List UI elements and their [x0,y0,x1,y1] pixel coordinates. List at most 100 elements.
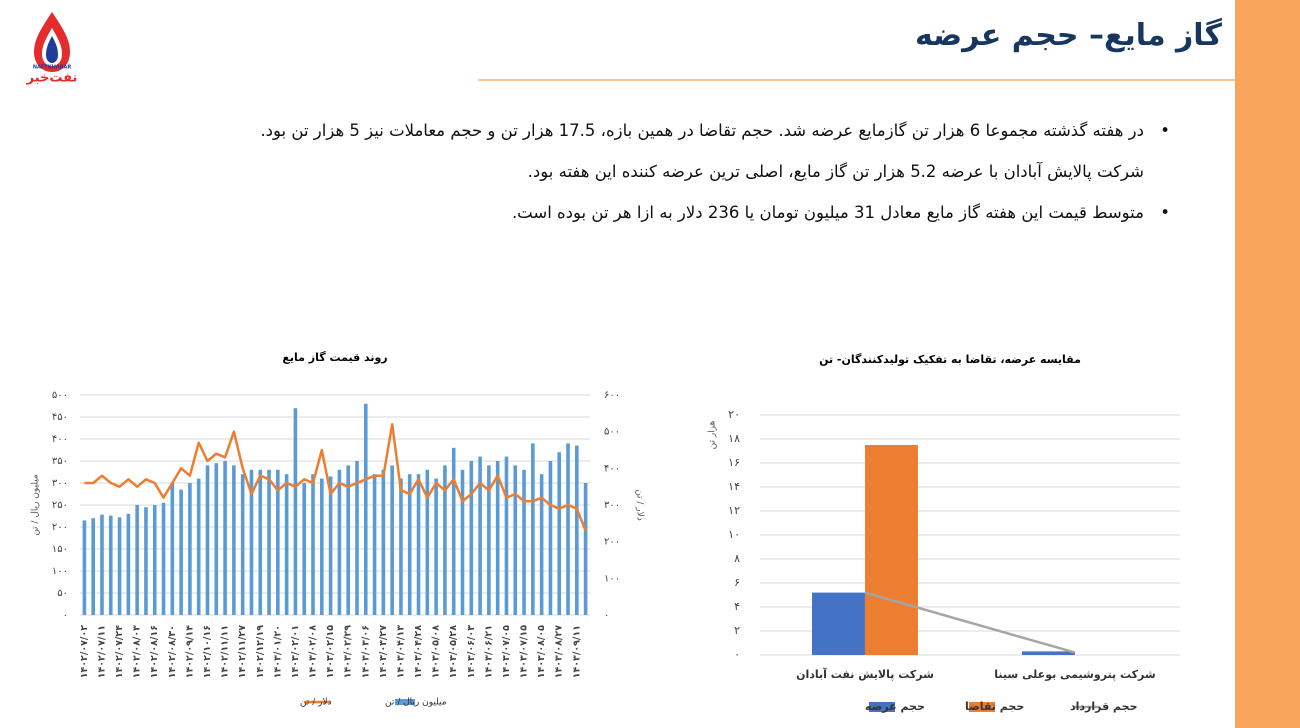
y-tick-label: ۱۰ [728,528,740,541]
x-tick-label: ۱۴۰۲/۱۰/۱۶ [202,625,213,678]
bar [381,469,386,615]
y-tick-label: ۴۵۰ [52,412,68,423]
bar [161,502,166,615]
y-tick-label: ۱۴ [728,480,740,493]
bar [346,465,350,615]
bar [390,465,394,615]
legend-label: میلیون ریال / تن [385,698,447,708]
bar [504,456,509,615]
logo-flame-core [46,36,58,63]
bar [583,483,588,615]
bar [416,474,421,615]
bar [284,474,289,615]
bar [293,408,298,615]
bullet-text: شرکت پالایش آبادان با عرضه 5.2 هزار تن گ… [527,162,1144,181]
x-tick-label: ۱۴۰۲/۰۸/۳۰ [167,625,178,678]
y2-tick-label: ۳۰۰ [604,500,620,511]
x-tick-label: شرکت پالایش نفت آبادان [796,667,934,681]
y2-tick-label: ۲۰۰ [604,537,620,548]
x-tick-label: ۱۴۰۲/۰۹/۱۴ [184,625,195,679]
y-tick-label: ۲۰۰ [52,522,68,533]
bar [135,505,139,615]
bar [522,469,526,615]
x-tick-label: ۱۴۰۳/۰۲/۰۱ [290,625,301,678]
bar [205,465,210,615]
bar [495,461,500,615]
x-tick-label: ۱۴۰۲/۰۷/۲۴ [114,625,125,679]
x-tick-label: ۱۴۰۳/۰۴/۱۳ [395,625,406,679]
y-tick-label: ۸ [734,552,740,565]
bar [108,515,113,615]
bullet-item: • در هفته گذشته مجموعا 6 هزار تن گازمایع … [130,110,1170,151]
y2-tick-label: ۶۰۰ [604,390,620,401]
bar [117,517,122,615]
x-tick-label: ۱۴۰۲/۰۸/۱۶ [149,625,160,678]
y-tick-label: ۱۸ [728,432,740,445]
y-tick-label: ۱۰۰ [52,566,68,577]
x-tick-label: ۱۴۰۳/۰۸/۲۷ [554,625,565,679]
x-tick-label: ۱۴۰۳/۰۱/۲۰ [272,625,283,678]
bullet-mark: • [1160,203,1170,222]
x-tick-label: شرکت پتروشیمی بوعلی سینا [994,668,1155,681]
bar [513,465,518,615]
y-tick-label: ۴ [734,600,740,613]
y-tick-label: ۱۲ [728,504,740,517]
x-tick-label: ۱۴۰۲/۱۱/۲۷ [237,625,248,679]
bullet-item: • متوسط قیمت این هفته گاز مایع معادل 31 م… [130,192,1170,233]
x-tick-label: ۱۴۰۳/۰۲/۲۹ [343,625,354,679]
bar [302,483,307,615]
legend-swatch [395,699,415,705]
bar [434,478,438,615]
x-tick-label: ۱۴۰۳/۰۳/۰۶ [360,625,371,678]
bar [232,465,236,615]
y-tick-label: ۱۵۰ [52,544,68,555]
x-tick-label: ۱۴۰۳/۰۳/۲۷ [378,625,389,679]
side-strip [1235,0,1300,728]
bar [126,513,131,615]
bar [100,514,104,615]
y-tick-label: ۲۰ [728,408,740,421]
bar [575,445,579,615]
bullet-mark: • [1160,121,1170,140]
bar [267,469,271,615]
bar [399,478,403,615]
y-tick-label: ۰ [63,610,68,621]
bar [557,452,562,615]
x-tick-label: ۱۴۰۳/۰۲/۰۸ [308,625,319,679]
bullet-item: شرکت پالایش آبادان با عرضه 5.2 هزار تن گ… [130,151,1170,192]
bar [311,474,315,615]
legend-swatch [869,702,895,712]
y-tick-label: ۲۵۰ [52,500,68,511]
y-tick-label: ۴۰۰ [52,434,68,445]
x-tick-label: ۱۴۰۳/۰۲/۱۵ [325,625,336,679]
bar [566,443,570,615]
line-series [864,591,1076,654]
bar [258,469,263,615]
bar [320,478,324,615]
legend-label: حجم عرضه [865,700,925,713]
bar [152,505,157,615]
x-tick-label: ۱۴۰۲/۱۱/۱۱ [220,625,231,678]
x-tick-label: ۱۴۰۲/۰۷/۰۲ [79,625,90,679]
bullet-text: متوسط قیمت این هفته گاز مایع معادل 31 می… [511,203,1144,222]
y-tick-label: ۵۰۰ [52,390,68,401]
y2-tick-label: ۵۰۰ [604,427,620,438]
x-tick-label: ۱۴۰۲/۰۷/۱۱ [96,625,107,678]
bar [1022,651,1075,655]
legend-label: حجم تقاضا [965,700,1024,713]
x-tick-label: ۱۴۰۳/۰۴/۲۸ [413,625,424,679]
x-tick-label: ۱۴۰۲/۰۸/۰۳ [132,625,143,679]
bar [363,403,368,615]
bar [407,474,412,615]
y-tick-label: ۳۰۰ [52,478,68,489]
x-tick-label: ۱۴۰۳/۰۵/۲۸ [448,625,459,679]
legend-label: حجم قرارداد [1070,700,1138,713]
bar [328,476,333,615]
chart-title: روند قیمت گاز مایع [282,351,387,364]
bar [460,469,465,615]
bar [82,520,87,615]
bar [337,469,342,615]
y-tick-label: ۱۶ [728,456,740,469]
